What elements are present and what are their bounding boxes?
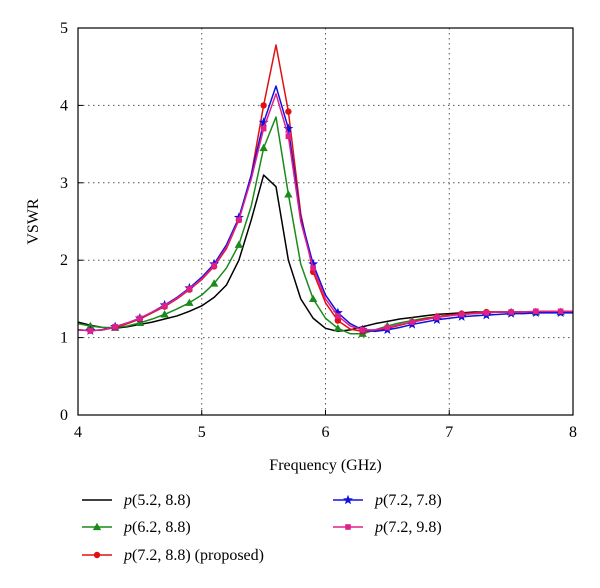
legend-item: p(7.2, 9.8) [333,519,442,536]
plot-frame [77,27,574,416]
data-point-square [186,286,193,292]
data-point-star [332,307,343,318]
data-point-triangle [259,143,268,152]
data-point-square [161,303,168,309]
x-tick-label: 4 [74,424,82,441]
data-point-triangle [308,294,318,303]
y-tick-label: 4 [60,97,68,114]
data-point-triangle [333,324,343,332]
data-point-square [335,313,341,319]
data-point-circle [93,551,101,559]
data-point-square [434,314,440,321]
legend-item: p(7.2, 8.8) (proposed) [82,547,264,564]
series-5 [77,93,573,334]
legend-label: p(7.2, 8.8) (proposed) [123,547,264,564]
x-tick-label: 5 [198,424,206,441]
data-point-square [112,323,118,330]
data-point-square [508,309,514,315]
data-point-square [384,324,391,331]
x-axis-label: Frequency (GHz) [269,457,381,474]
legend-item: p(6.2, 8.8) [82,519,191,536]
data-point-triangle [209,279,219,287]
data-point-circle [285,108,292,115]
y-axis-label: VSWR [25,198,42,245]
data-point-star [233,212,244,222]
y-tick-label: 2 [60,252,68,269]
data-point-square [236,217,242,223]
y-tick-label: 5 [60,20,68,37]
legend-item: p(7.2, 7.8) [333,492,442,509]
data-point-square [483,310,490,316]
series-line [77,93,573,332]
data-point-square [285,133,292,140]
data-point-star [283,123,294,133]
data-point-triangle [160,310,169,318]
data-point-square [345,524,351,530]
y-tick-label: 3 [60,175,68,192]
legend-label: p(5.2, 8.8) [123,492,191,509]
y-tick-label: 0 [60,407,68,424]
data-point-square [260,125,267,132]
data-point-triangle [135,318,145,327]
data-point-square [557,308,564,315]
x-tick-label: 8 [569,424,577,441]
y-tick-label: 1 [60,330,68,347]
data-point-star [343,494,353,505]
data-point-triangle [92,522,102,531]
legend-label: p(7.2, 7.8) [374,492,442,509]
data-point-square [137,315,143,322]
legend-label: p(6.2, 8.8) [123,519,191,536]
legend: p(5.2, 8.8) p(6.2, 8.8) p(7.2, 8.8) (propo… [82,492,442,564]
series-layer [77,44,573,337]
data-point-square [310,265,316,271]
data-point-triangle [234,240,244,248]
data-point-star [308,258,319,269]
data-point-square [359,327,366,333]
data-point-circle [260,102,267,109]
x-tick-label: 6 [322,424,330,441]
data-point-circle [334,317,342,324]
x-tick-label: 7 [445,424,453,441]
tick-layer: 4 5 6 7 8 0 1 2 3 4 5 [60,20,577,441]
grid-lines [78,28,573,415]
data-point-square [409,319,415,325]
data-point-square [458,311,465,318]
data-point-square [533,308,539,315]
data-point-square [211,262,217,269]
data-point-triangle [185,298,194,306]
data-point-triangle [284,190,293,198]
legend-item: p(5.2, 8.8) [82,492,191,509]
data-point-square [87,327,94,334]
legend-label: p(7.2, 9.8) [374,519,442,536]
data-point-star [258,117,269,127]
